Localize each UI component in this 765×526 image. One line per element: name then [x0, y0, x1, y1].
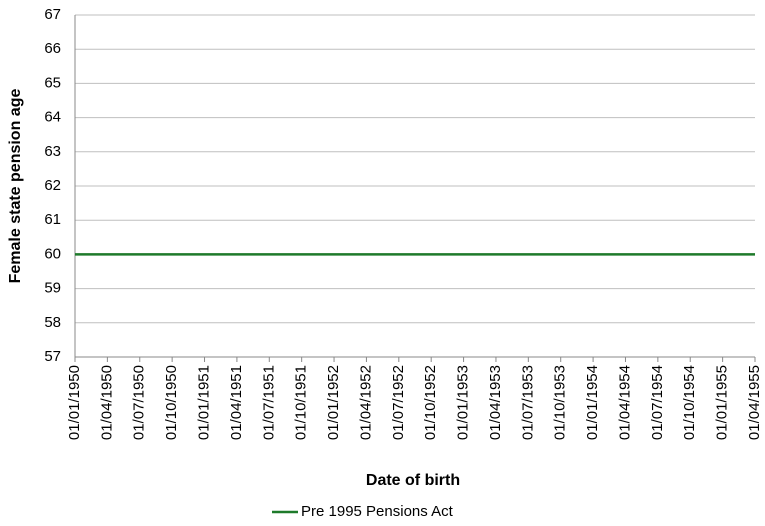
- x-tick-label: 01/01/1952: [325, 365, 342, 440]
- x-tick-label: 01/01/1951: [195, 365, 212, 440]
- x-tick-label: 01/07/1952: [390, 365, 407, 440]
- x-tick-label: 01/10/1953: [552, 365, 569, 440]
- x-tick-label: 01/07/1954: [649, 365, 666, 440]
- y-tick-label: 65: [44, 74, 61, 91]
- y-tick-label: 67: [44, 6, 61, 23]
- legend-label: Pre 1995 Pensions Act: [301, 503, 454, 520]
- y-tick-label: 59: [44, 280, 61, 297]
- x-tick-label: 01/01/1950: [66, 365, 83, 440]
- x-tick-label: 01/10/1952: [422, 365, 439, 440]
- y-axis-title: Female state pension age: [7, 89, 24, 284]
- y-tick-label: 66: [44, 40, 61, 57]
- y-tick-label: 61: [44, 211, 61, 228]
- y-tick-label: 63: [44, 143, 61, 160]
- x-tick-label: 01/04/1955: [746, 365, 763, 440]
- x-tick-label: 01/01/1953: [455, 365, 472, 440]
- x-tick-label: 01/04/1954: [616, 365, 633, 440]
- y-tick-label: 57: [44, 348, 61, 365]
- x-tick-label: 01/07/1953: [519, 365, 536, 440]
- y-tick-label: 58: [44, 314, 61, 331]
- x-tick-label: 01/04/1951: [228, 365, 245, 440]
- x-tick-label: 01/04/1952: [357, 365, 374, 440]
- x-tick-label: 01/10/1951: [293, 365, 310, 440]
- y-tick-label: 60: [44, 245, 61, 262]
- x-axis-title: Date of birth: [366, 472, 460, 489]
- x-tick-label: 01/01/1955: [714, 365, 731, 440]
- x-tick-label: 01/04/1953: [487, 365, 504, 440]
- x-tick-label: 01/10/1954: [681, 365, 698, 440]
- y-tick-label: 62: [44, 177, 61, 194]
- y-tick-label: 64: [44, 109, 61, 126]
- x-tick-label: 01/07/1951: [260, 365, 277, 440]
- x-tick-label: 01/10/1950: [163, 365, 180, 440]
- x-tick-label: 01/01/1954: [584, 365, 601, 440]
- x-tick-label: 01/07/1950: [131, 365, 148, 440]
- x-tick-label: 01/04/1950: [98, 365, 115, 440]
